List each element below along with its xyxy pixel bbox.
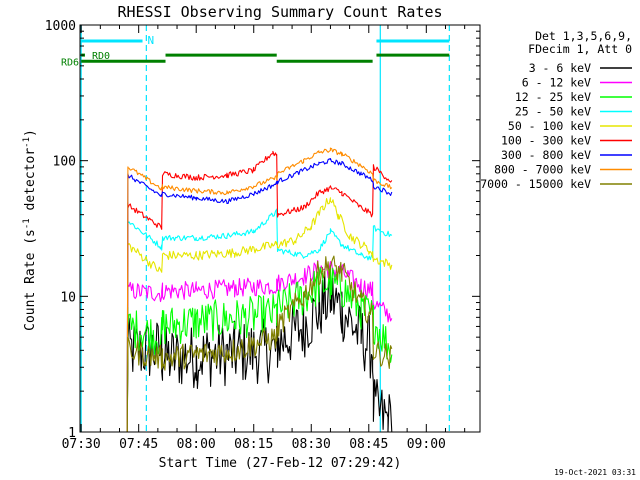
y-tick-label-2: 100 bbox=[53, 155, 76, 170]
x-tick-label-5: 08:45 bbox=[349, 437, 388, 452]
legend-label-5: 100 - 300 keV bbox=[501, 134, 591, 148]
chart-title: RHESSI Observing Summary Count Rates bbox=[117, 3, 442, 21]
legend-label-0: 3 - 6 keV bbox=[529, 61, 591, 75]
series-line-6 bbox=[126, 157, 393, 431]
y-axis-label-mid: detector bbox=[23, 148, 38, 219]
x-axis-label: Start Time (27-Feb-12 07:29:42) bbox=[159, 456, 402, 471]
legend-label-8: 7000 - 15000 keV bbox=[480, 177, 591, 191]
legend-header-line1: Det 1,3,5,6,9, bbox=[535, 29, 632, 43]
decim-label-rd0: RD0 bbox=[92, 51, 110, 62]
series-line-7 bbox=[126, 147, 393, 432]
x-tick-label-2: 08:00 bbox=[177, 437, 216, 452]
y-tick-label-1: 10 bbox=[60, 290, 76, 305]
generation-timestamp: 19-Oct-2021 03:31 bbox=[554, 468, 636, 477]
x-tick-label-6: 09:00 bbox=[407, 437, 446, 452]
y-tick-label-0: 1 bbox=[68, 426, 76, 441]
decimation-bars: RD0 RD6 bbox=[61, 51, 450, 68]
legend: Det 1,3,5,6,9, FDecim 1, Att 0 3 - 6 keV… bbox=[480, 29, 632, 191]
series-line-4 bbox=[126, 197, 393, 431]
x-axis: 07:30 07:45 08:00 08:15 08:30 08:45 09:00 bbox=[62, 25, 466, 452]
y-axis-label-end: ) bbox=[23, 129, 38, 137]
plot-frame bbox=[79, 24, 481, 433]
legend-label-7: 800 - 7000 keV bbox=[494, 163, 591, 177]
x-tick-label-1: 07:45 bbox=[119, 437, 158, 452]
decim-label-rd6: RD6 bbox=[61, 57, 79, 68]
series-line-2 bbox=[126, 265, 393, 432]
night-bar-label-0: N bbox=[148, 34, 155, 47]
y-axis-label-sup1: -1 bbox=[22, 218, 32, 229]
legend-label-3: 25 - 50 keV bbox=[515, 105, 591, 119]
x-tick-label-4: 08:30 bbox=[292, 437, 331, 452]
series-lines bbox=[126, 147, 393, 432]
legend-label-4: 50 - 100 keV bbox=[508, 119, 591, 133]
series-line-5 bbox=[126, 150, 393, 432]
series-line-0 bbox=[126, 266, 393, 432]
x-tick-label-0: 07:30 bbox=[62, 437, 101, 452]
legend-label-6: 300 - 800 keV bbox=[501, 148, 591, 162]
series-line-8 bbox=[126, 255, 393, 432]
series-line-1 bbox=[126, 259, 393, 430]
legend-header-line2: FDecim 1, Att 0 bbox=[528, 42, 632, 56]
x-tick-label-3: 08:15 bbox=[234, 437, 273, 452]
y-axis: 1 10 100 1000 bbox=[45, 19, 480, 441]
legend-label-1: 6 - 12 keV bbox=[522, 76, 591, 90]
legend-label-2: 12 - 25 keV bbox=[515, 90, 591, 104]
series-line-3 bbox=[126, 208, 393, 431]
y-axis-label: Count Rate (s-1 detector-1) bbox=[22, 129, 38, 331]
y-tick-label-3: 1000 bbox=[45, 19, 76, 34]
y-axis-label-sup2: -1 bbox=[22, 137, 32, 148]
y-axis-label-main: Count Rate (s bbox=[23, 229, 38, 331]
